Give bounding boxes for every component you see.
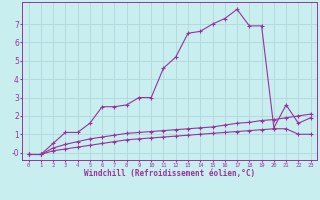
X-axis label: Windchill (Refroidissement éolien,°C): Windchill (Refroidissement éolien,°C) — [84, 169, 255, 178]
